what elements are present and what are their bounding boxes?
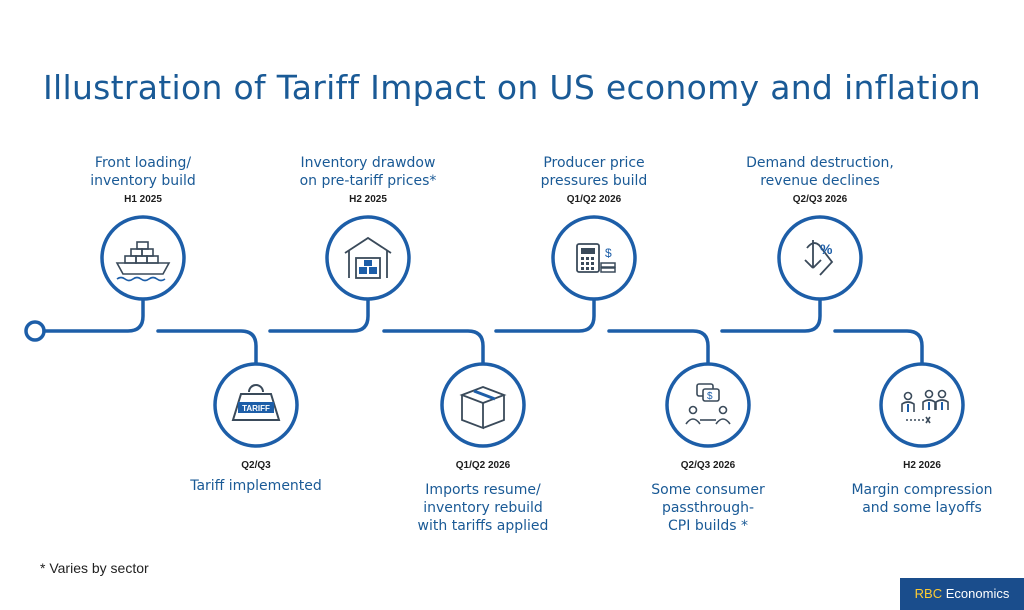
stage-4-period: Q1/Q2 2026 xyxy=(455,460,511,471)
svg-text:TARIFF: TARIFF xyxy=(242,404,270,413)
stage-4-label: Imports resume/ inventory rebuild with t… xyxy=(417,482,549,534)
stage-5-period: Q1/Q2 2026 xyxy=(566,194,622,205)
stage-7-label: Demand destruction, revenue declines xyxy=(746,155,894,189)
connector-1 xyxy=(42,298,145,333)
brand-economics: Economics xyxy=(945,586,1010,601)
stage-3-label: Inventory drawdow on pre-tariff prices* xyxy=(299,155,437,189)
warehouse-icon xyxy=(344,236,392,279)
calculator-icon: $ xyxy=(576,243,616,273)
stage-1-label: Front loading/ inventory build xyxy=(90,155,196,189)
stage-8-period: H2 2026 xyxy=(903,460,941,471)
stage-circle-1 xyxy=(100,215,186,301)
box-icon xyxy=(459,386,507,430)
percent-decline-icon: % xyxy=(804,240,834,276)
stage-6-label: Some consumer passthrough- CPI builds * xyxy=(651,482,765,534)
brand-rbc: RBC xyxy=(914,586,943,601)
page-title: Illustration of Tariff Impact on US econ… xyxy=(43,68,981,107)
brand-logo: RBC Economics xyxy=(900,578,1024,610)
svg-text:$: $ xyxy=(707,391,713,402)
tariff-weight-icon: TARIFF xyxy=(231,384,281,421)
connector-7 xyxy=(720,298,822,333)
footnote: * Varies by sector xyxy=(40,560,149,576)
cargo-ship-icon xyxy=(115,241,171,282)
connector-5 xyxy=(494,298,596,333)
svg-text:$: $ xyxy=(605,246,612,260)
timeline-start-marker xyxy=(24,320,46,342)
stage-5-label: Producer price pressures build xyxy=(540,155,648,189)
consumer-negotiation-icon: $ xyxy=(685,383,731,425)
stage-8-label: Margin compression and some layoffs xyxy=(851,482,993,516)
layoffs-icon xyxy=(901,389,949,424)
stage-7-period: Q2/Q3 2026 xyxy=(792,194,848,205)
svg-text:%: % xyxy=(820,241,833,257)
connector-2 xyxy=(156,329,258,365)
connector-8 xyxy=(833,329,924,365)
connector-3 xyxy=(268,298,370,333)
stage-2-label: Tariff implemented xyxy=(190,478,322,494)
stage-1-period: H1 2025 xyxy=(124,194,162,205)
stage-circle-8 xyxy=(879,362,965,448)
stage-2-period: Q2/Q3 xyxy=(241,460,271,471)
stage-circle-7 xyxy=(777,215,863,301)
connector-6 xyxy=(607,329,710,365)
connector-4 xyxy=(382,329,485,365)
stage-circle-6 xyxy=(665,362,751,448)
stage-3-period: H2 2025 xyxy=(349,194,387,205)
stage-6-period: Q2/Q3 2026 xyxy=(680,460,736,471)
